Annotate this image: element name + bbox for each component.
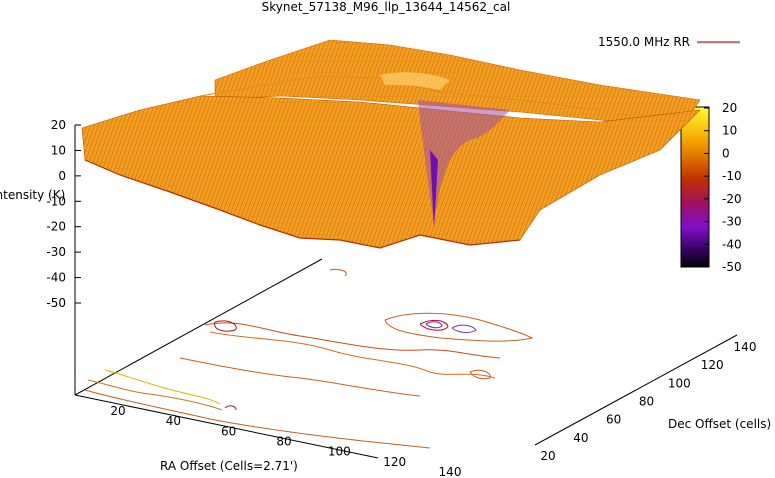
colorbar-tick-label: -10 (722, 169, 742, 183)
x-axis-ticks: 20 40 60 80 100 120 140 (110, 404, 461, 478)
contour-line-11 (179, 357, 421, 397)
x-axis-line (74, 394, 379, 459)
z-tick-label: -20 (46, 220, 66, 234)
y-tick-label: 20 (540, 449, 555, 463)
x-tick-label: 20 (110, 404, 125, 418)
colorbar-tick-label: -40 (722, 237, 742, 251)
y-tick-label: 140 (734, 340, 757, 354)
x-tick-label: 40 (166, 414, 181, 428)
colorbar-tick-label: -50 (722, 260, 742, 274)
y-axis-label: Dec Offset (cells) (668, 417, 771, 431)
y-axis-ticks: 20 40 60 80 100 120 140 (540, 340, 756, 463)
z-axis-ticks: 20 10 0 -10 -20 -30 -40 -50 (46, 118, 81, 310)
contour-line-8 (84, 389, 431, 449)
surface-front-edge (84, 159, 521, 249)
contour-line-5 (419, 319, 449, 331)
colorbar-tick-label: 0 (722, 146, 730, 160)
x-tick-label: 80 (276, 435, 291, 449)
colorbar-tick-label: 10 (722, 124, 737, 138)
x-tick-label: 140 (439, 465, 462, 478)
contour-line-7 (451, 324, 477, 333)
z-axis-label: Intensity (K) (0, 188, 65, 202)
contour-line-6 (425, 321, 443, 329)
contour-line-1 (204, 322, 501, 359)
colorbar-tick-label: -20 (722, 192, 742, 206)
colorbar-tick-label: 20 (722, 101, 737, 115)
contour-line-14 (329, 269, 347, 277)
y-tick-label: 60 (606, 413, 621, 427)
colorbar (680, 106, 710, 268)
y-tick-label: 120 (701, 358, 724, 372)
y-tick-label: 40 (573, 431, 588, 445)
base-back-edge (74, 258, 323, 396)
contour-line-12 (224, 405, 237, 411)
z-tick-label: -30 (46, 245, 66, 259)
base-contours (84, 269, 534, 449)
contour-line-13 (469, 369, 491, 380)
surface-dip (418, 100, 510, 225)
z-tick-label: -40 (46, 271, 66, 285)
z-tick-label: -50 (46, 296, 66, 310)
x-tick-label: 120 (383, 455, 406, 469)
surface-ridge-line (199, 75, 601, 111)
z-tick-label: 10 (51, 143, 66, 157)
x-tick-label: 100 (328, 445, 351, 459)
y-tick-label: 100 (668, 376, 691, 390)
contour-line-3 (214, 320, 237, 332)
y-tick-label: 80 (639, 395, 654, 409)
surface-highlight (380, 72, 450, 90)
legend-label: 1550.0 MHz RR (598, 35, 690, 49)
contour-line-10 (104, 369, 221, 405)
colorbar-ticks: 20 10 0 -10 -20 -30 -40 -50 (704, 101, 742, 274)
colorbar-tick-label: -30 (722, 215, 742, 229)
contour-line-4 (384, 312, 534, 342)
surface-dip-core (430, 150, 438, 228)
contour-line-2 (209, 331, 496, 379)
z-tick-label: 20 (51, 118, 66, 132)
y-axis-line (534, 334, 738, 446)
x-axis-label: RA Offset (Cells=2.71') (160, 459, 298, 473)
contour-line-9 (87, 379, 223, 411)
z-tick-label: 0 (58, 169, 66, 183)
z-tick-label: -10 (46, 194, 66, 208)
chart-title: Skynet_57138_M96_llp_13644_14562_cal (262, 0, 511, 14)
x-tick-label: 60 (221, 424, 236, 438)
surface-mesh (81, 39, 701, 249)
